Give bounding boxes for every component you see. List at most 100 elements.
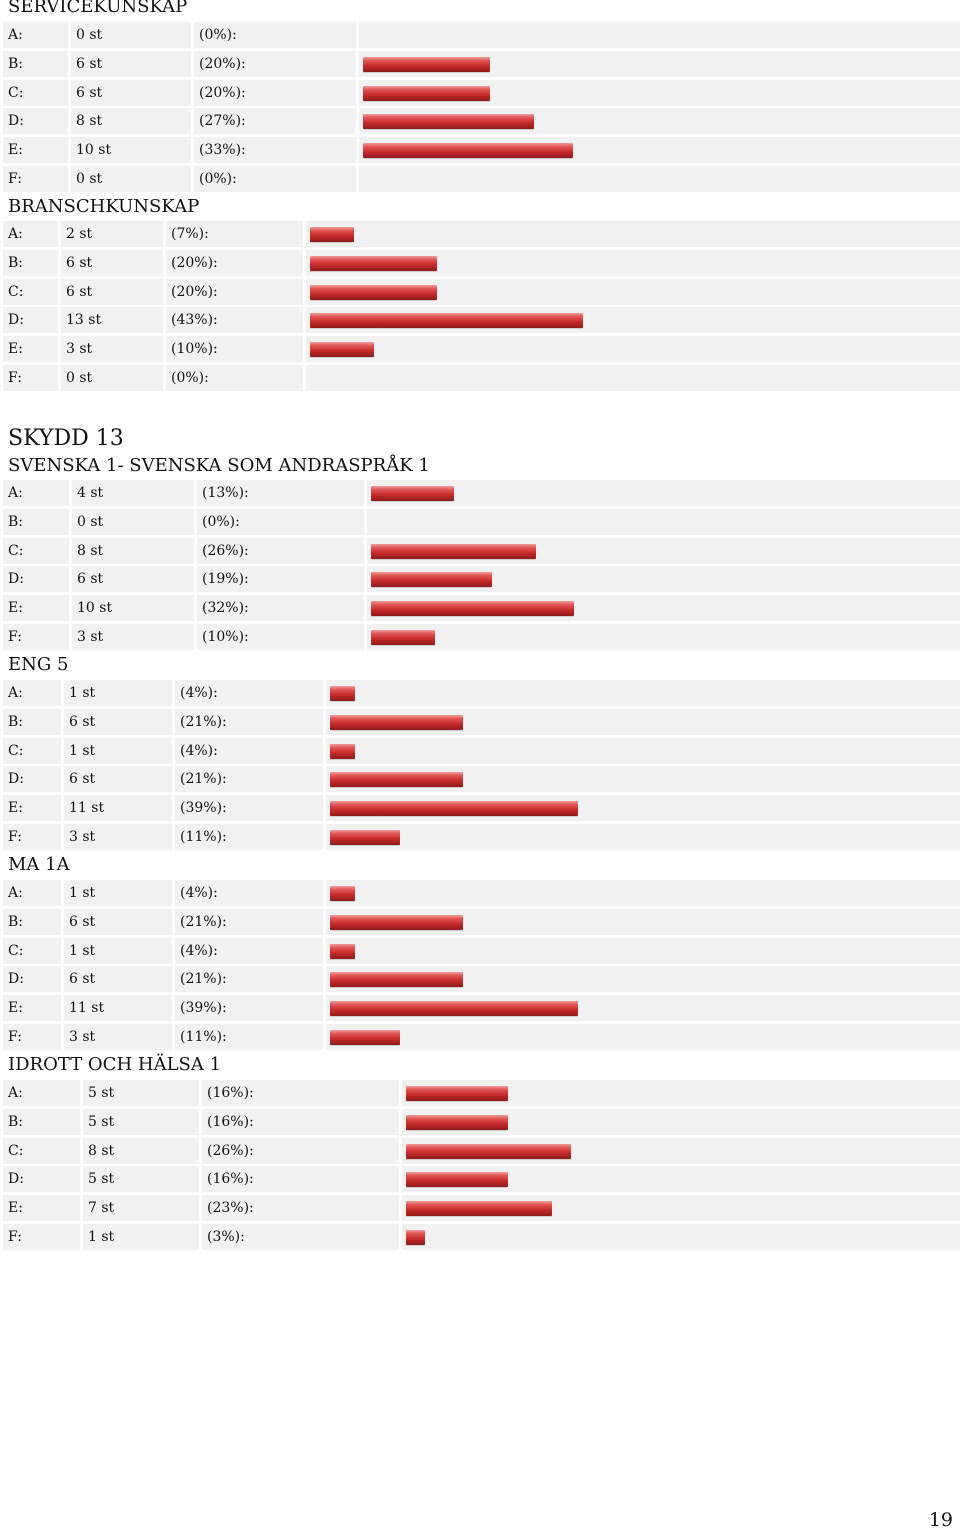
percentage-bar [363,143,573,159]
grade-percent: (16%): [202,1108,399,1135]
grade-table: A: 0 st (0%): B: 6 st (20%): C: 6 st (20%): D: 8 s… [3,22,960,195]
grade-row: C: 6 st (20%): [3,278,960,305]
grade-count: 8 st [72,537,194,564]
grade-percent: (43%): [166,307,303,334]
bar-cell [326,737,960,764]
grade-percent: (4%): [175,937,323,964]
grade-percent: (21%): [175,908,323,935]
grade-row: A: 1 st (4%): [3,680,960,706]
section-heading: SERVICEKUNSKAP [8,0,188,17]
bar-cell [326,1023,960,1050]
bar-cell [402,1166,960,1193]
bar-cell [367,480,960,506]
percentage-bar [310,313,583,329]
grade-row: E: 7 st (23%): [3,1195,960,1222]
grade-count: 6 st [64,766,172,793]
grade-row: D: 6 st (19%): [3,566,960,593]
section-heading: BRANSCHKUNSKAP [8,196,200,217]
grade-row: D: 6 st (21%): [3,966,960,993]
grade-percent: (16%): [202,1166,399,1193]
bar-cell [359,137,960,164]
grade-row: D: 8 st (27%): [3,108,960,135]
grade-count: 5 st [83,1108,199,1135]
grade-table: A: 4 st (13%): B: 0 st (0%): C: 8 st (26%): D: 6 s… [3,480,960,653]
grade-row: A: 2 st (7%): [3,221,960,247]
bar-cell [359,50,960,77]
grade-count: 1 st [64,680,172,706]
grade-count: 0 st [71,22,191,48]
grade-row: E: 11 st (39%): [3,995,960,1022]
percentage-bar [330,943,355,959]
grade-row: F: 3 st (11%): [3,1023,960,1050]
grade-row: C: 1 st (4%): [3,737,960,764]
percentage-bar [363,85,490,101]
bar-cell [367,595,960,622]
bar-cell [326,680,960,706]
percentage-bar [363,114,534,130]
grade-percent: (4%): [175,880,323,906]
percentage-bar [330,686,355,701]
bar-cell [306,221,960,247]
section-heading: ENG 5 [8,654,69,675]
percentage-bar [406,1114,508,1130]
grade-label: F: [3,165,68,192]
bar-cell [367,537,960,564]
bar-cell [402,1137,960,1164]
grade-label: C: [3,937,61,964]
bar-cell [326,937,960,964]
grade-percent: (20%): [166,278,303,305]
grade-count: 2 st [61,221,163,247]
grade-label: B: [3,508,69,535]
percentage-bar [330,1029,400,1045]
bar-cell [359,79,960,106]
grade-count: 13 st [61,307,163,334]
grade-row: F: 0 st (0%): [3,364,960,391]
percentage-bar [371,572,492,588]
grade-count: 0 st [71,165,191,192]
grade-row: B: 6 st (21%): [3,708,960,735]
percentage-bar [330,1001,578,1017]
grade-percent: (26%): [197,537,364,564]
grade-label: D: [3,766,61,793]
grade-label: F: [3,1023,61,1050]
bar-cell [306,364,960,391]
grade-label: A: [3,1080,80,1106]
grade-count: 10 st [72,595,194,622]
bar-cell [402,1223,960,1250]
grade-label: C: [3,1137,80,1164]
percentage-bar [330,886,355,901]
bar-cell [306,307,960,334]
grade-label: B: [3,50,68,77]
bar-cell [326,823,960,850]
grade-row: F: 3 st (11%): [3,823,960,850]
percentage-bar [330,801,578,817]
grade-label: C: [3,737,61,764]
grade-row: B: 5 st (16%): [3,1108,960,1135]
grade-percent: (0%): [194,165,356,192]
grade-count: 5 st [83,1166,199,1193]
grade-percent: (7%): [166,221,303,247]
grade-label: F: [3,1223,80,1250]
grade-row: A: 1 st (4%): [3,880,960,906]
grade-count: 8 st [83,1137,199,1164]
bar-cell [359,165,960,192]
grade-count: 6 st [71,50,191,77]
grade-percent: (10%): [197,623,364,650]
bar-cell [326,908,960,935]
grade-percent: (27%): [194,108,356,135]
grade-percent: (26%): [202,1137,399,1164]
grade-count: 0 st [61,364,163,391]
grade-count: 11 st [64,995,172,1022]
grade-percent: (16%): [202,1080,399,1106]
percentage-bar [406,1143,571,1159]
grade-count: 1 st [83,1223,199,1250]
grade-count: 0 st [72,508,194,535]
grade-label: B: [3,708,61,735]
grade-row: B: 6 st (20%): [3,50,960,77]
grade-row: A: 0 st (0%): [3,22,960,48]
grade-label: A: [3,680,61,706]
grade-table: A: 1 st (4%): B: 6 st (21%): C: 1 st (4%): D: 6 st… [3,680,960,853]
page-number: 19 [928,1509,953,1531]
percentage-bar [310,342,374,358]
grade-label: F: [3,364,58,391]
